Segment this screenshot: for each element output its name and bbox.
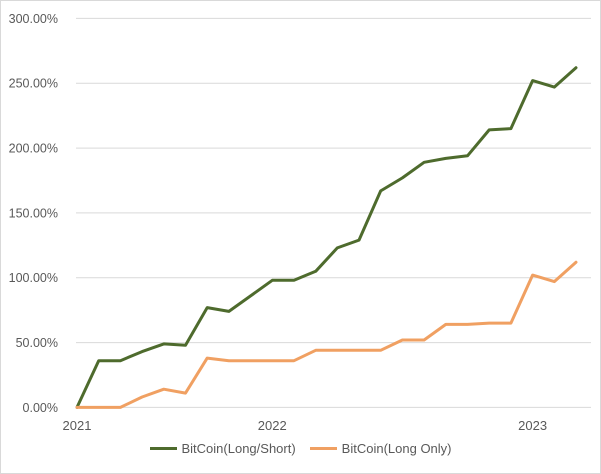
legend-item-long-short: BitCoin(Long/Short) — [149, 441, 296, 456]
y-tick-label: 300.00% — [9, 12, 58, 26]
y-tick-label: 100.00% — [9, 271, 58, 285]
legend-label-long-only: BitCoin(Long Only) — [341, 441, 452, 456]
legend-item-long-only: BitCoin(Long Only) — [309, 441, 452, 456]
legend-label-long-short: BitCoin(Long/Short) — [181, 441, 296, 456]
legend-swatch-long-only-icon — [309, 447, 337, 450]
series-line-bitcoin-long-short- — [75, 66, 578, 409]
legend-swatch-long-short-icon — [149, 447, 177, 450]
y-tick-label: 200.00% — [9, 142, 58, 156]
y-tick-label: 0.00% — [23, 401, 58, 415]
series-line-bitcoin-long-only- — [75, 260, 578, 409]
y-tick-label: 150.00% — [9, 206, 58, 220]
y-tick-label: 50.00% — [16, 336, 58, 350]
x-tick-label: 2022 — [258, 418, 287, 433]
legend: BitCoin(Long/Short) BitCoin(Long Only) — [1, 441, 600, 456]
x-tick-label: 2023 — [518, 418, 547, 433]
x-tick-label: 2021 — [63, 418, 92, 433]
y-tick-label: 250.00% — [9, 77, 58, 91]
